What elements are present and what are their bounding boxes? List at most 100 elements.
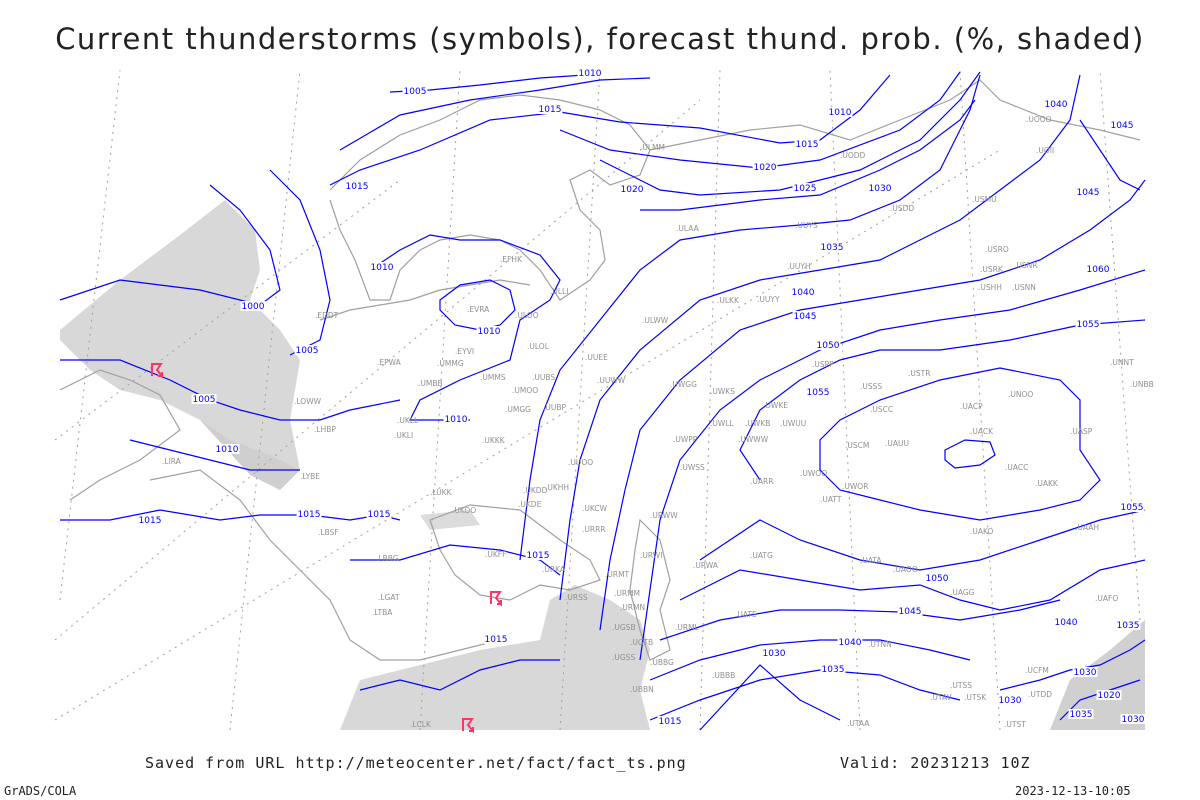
map-title: Current thunderstorms (symbols), forecas… <box>55 22 1145 56</box>
station-label: .UKHH <box>545 483 569 492</box>
thunderstorm-symbol-icon <box>490 591 502 607</box>
graticule-line <box>59 69 121 601</box>
generation-timestamp: 2023-12-13-10:05 <box>1015 784 1131 798</box>
station-label: .ULOL <box>527 342 550 351</box>
coastlines <box>59 79 1141 661</box>
station-label: .USMU <box>972 195 997 204</box>
isobar-label: 1030 <box>1122 715 1145 725</box>
isobar-label-background <box>294 345 320 355</box>
station-label: .ULAA <box>676 224 700 233</box>
isobar-label: 1010 <box>445 415 468 425</box>
station-label: .URWW <box>650 511 678 520</box>
isobar-label-background <box>214 444 240 454</box>
station-label: .URWA <box>693 561 719 570</box>
isobar-1040-south <box>649 639 971 681</box>
station-label: .UOOO <box>1026 115 1052 124</box>
station-label: .UUOO <box>568 458 593 467</box>
station-label: .URSS <box>565 593 588 602</box>
isobar-label-background <box>1075 187 1101 197</box>
isobar-label-background <box>792 311 818 321</box>
isobars <box>59 71 1146 731</box>
isobar-label-background <box>1043 99 1069 109</box>
station-label: .UBBB <box>712 671 735 680</box>
isobar-label-background <box>1068 709 1094 719</box>
station-label: .UATE <box>735 610 757 619</box>
isobar-label-background <box>867 183 893 193</box>
isobar-label: 1040 <box>1045 100 1068 110</box>
isobar-label-background <box>483 634 509 644</box>
isobar-label-background <box>794 139 820 149</box>
isobar-label-background <box>537 104 563 114</box>
graticule-line <box>559 69 601 731</box>
isobar-label-background <box>805 387 831 397</box>
isobar-label: 1010 <box>829 108 852 118</box>
isobar-1060 <box>819 367 1101 521</box>
graticule-line <box>419 69 461 731</box>
station-label: .EPWA <box>377 358 402 367</box>
isobar-label-background <box>827 107 853 117</box>
graticule-line <box>54 99 701 641</box>
station-label: .UAUU <box>885 439 909 448</box>
station-label: .UNOO <box>1008 390 1033 399</box>
station-label: .UUBP <box>543 403 567 412</box>
isobar-label: 1015 <box>485 635 508 645</box>
station-label: .ULOO <box>515 311 539 320</box>
station-label: .UMGG <box>505 405 531 414</box>
station-label: .UWKB <box>745 419 770 428</box>
station-label: .UNNT <box>1110 358 1134 367</box>
thunderstorm-symbol-icon <box>462 718 474 734</box>
isobar-label-background <box>1109 120 1135 130</box>
isobar-label: 1005 <box>193 395 216 405</box>
isobar-label-background <box>657 716 683 726</box>
isobar-1015-south <box>350 544 561 576</box>
graticule-line <box>699 69 721 731</box>
station-label: .USRK <box>980 265 1004 274</box>
station-label: .UBBN <box>630 685 654 694</box>
isobar-label: 1010 <box>579 69 602 79</box>
isobar-label: 1015 <box>659 717 682 727</box>
isobar-label: 1035 <box>822 665 845 675</box>
isobar-label-background <box>752 162 778 172</box>
isobar-label-background <box>761 648 787 658</box>
isobar-label: 1020 <box>1098 691 1121 701</box>
station-label: .UTAV <box>930 693 953 702</box>
isobar-label: 1015 <box>539 105 562 115</box>
station-label: .UGSS <box>612 653 635 662</box>
station-label: .UWUU <box>780 419 806 428</box>
isobar-label-background <box>819 242 845 252</box>
station-label: .UGSB <box>612 623 636 632</box>
isobar-label: 1050 <box>926 574 949 584</box>
station-label: .UWPP <box>673 435 698 444</box>
graticule-line <box>54 149 1001 721</box>
isobar-label-background <box>820 664 846 674</box>
isobar-1030 <box>640 99 976 211</box>
isobar-label-background <box>402 86 428 96</box>
station-label: .USHH <box>978 283 1002 292</box>
isobar-label-background <box>1085 264 1111 274</box>
station-label: .URKA <box>542 565 566 574</box>
isobar-label: 1015 <box>527 551 550 561</box>
station-label: .URRR <box>582 525 606 534</box>
station-label: .UWOR <box>842 482 868 491</box>
station-label: .UODD <box>840 151 866 160</box>
station-label: .LYBE <box>300 472 320 481</box>
isobar-label-background <box>1075 319 1101 329</box>
station-label: .UATA <box>860 556 882 565</box>
station-label: .USTR <box>908 369 930 378</box>
isobar-label-background <box>1119 502 1145 512</box>
station-label: .USNR <box>1014 261 1037 270</box>
station-label: .LBBG <box>376 554 399 563</box>
isobar-1055-south <box>699 509 1146 571</box>
shaded-area-south <box>340 585 650 730</box>
isobar-label: 1025 <box>794 184 817 194</box>
isobar-1050 <box>639 269 1146 661</box>
isobar-label: 1040 <box>792 288 815 298</box>
software-credit: GrADS/COLA <box>4 784 77 798</box>
isobar-label: 1015 <box>796 140 819 150</box>
station-label: .UAFO <box>1095 594 1118 603</box>
isobar-1050-south <box>679 559 1146 611</box>
station-label: .UUYY <box>757 295 780 304</box>
station-label: .UUYH <box>787 262 811 271</box>
isobar-1000 <box>59 184 281 306</box>
